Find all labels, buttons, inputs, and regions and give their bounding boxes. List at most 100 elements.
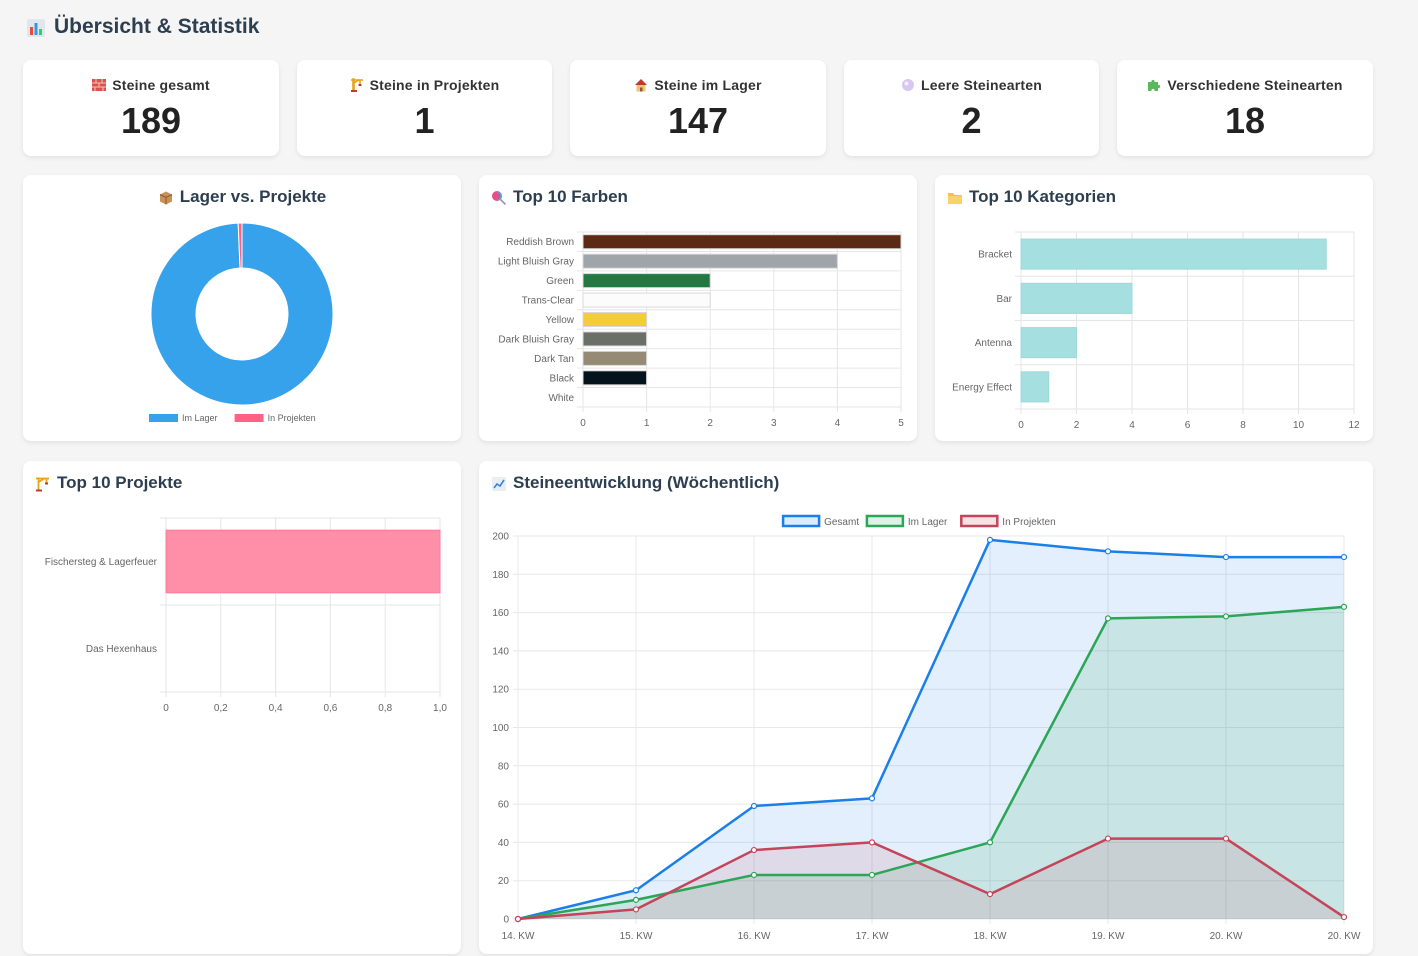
bar bbox=[1020, 238, 1327, 270]
empty-circle-icon bbox=[901, 78, 915, 92]
legend-label: In Projekten bbox=[268, 413, 316, 423]
data-point bbox=[1340, 553, 1348, 561]
entwicklung-line-chart: 0 20 40 60 80 100 120 140 160 180 200 14. KW 15. KW 1… bbox=[492, 514, 1361, 942]
stat-card-total: Steine gesamt 189 bbox=[23, 60, 279, 156]
x-tick-label: 0,4 bbox=[269, 703, 283, 714]
stat-value: 189 bbox=[120, 100, 182, 141]
puzzle-icon bbox=[1147, 78, 1161, 92]
kategorien-chart-card: Top 10 Kategorien 0 2 4 6 8 10 12 Bracket Bar Ant… bbox=[935, 175, 1373, 441]
data-point bbox=[986, 891, 994, 898]
bar bbox=[582, 292, 711, 308]
house-icon bbox=[634, 78, 648, 92]
stat-card-empty: Leere Steinearten 2 bbox=[844, 60, 1099, 156]
x-tick-label: 16. KW bbox=[738, 931, 771, 942]
data-point bbox=[986, 839, 994, 846]
x-tick-label: 4 bbox=[835, 418, 841, 429]
entwicklung-chart-card: Steineentwicklung (Wöchentlich) 0 20 40 60 8… bbox=[479, 461, 1373, 954]
x-tick-label: 12 bbox=[1348, 420, 1360, 431]
y-tick-label: 140 bbox=[492, 646, 509, 657]
x-tick-label: 0,2 bbox=[214, 703, 228, 714]
lager-chart-title: Lager vs. Projekte bbox=[23, 187, 461, 207]
bar bbox=[582, 273, 711, 289]
data-point bbox=[632, 887, 640, 894]
y-tick-label: Black bbox=[550, 373, 575, 384]
x-tick-label: 1,0 bbox=[433, 703, 447, 714]
data-point bbox=[1340, 913, 1348, 921]
bar-chart-icon bbox=[26, 18, 45, 37]
x-tick-label: 17. KW bbox=[856, 931, 889, 942]
data-point bbox=[632, 906, 640, 913]
data-point bbox=[986, 536, 994, 543]
projekte-chart-title: Top 10 Projekte bbox=[35, 473, 182, 493]
bar bbox=[1020, 371, 1050, 403]
stat-label: Leere Steinearten bbox=[921, 77, 1042, 93]
page-title: Übersicht & Statistik bbox=[26, 15, 259, 39]
legend-swatch bbox=[149, 414, 178, 422]
x-tick-label: 18. KW bbox=[974, 931, 1007, 942]
y-tick-label: Bar bbox=[996, 294, 1012, 305]
series-area bbox=[518, 838, 1344, 919]
bar bbox=[582, 234, 902, 250]
stat-label: Steine gesamt bbox=[112, 77, 210, 93]
x-tick-label: 14. KW bbox=[502, 931, 535, 942]
data-point bbox=[632, 896, 640, 903]
x-tick-label: 0 bbox=[163, 703, 169, 714]
data-point bbox=[1222, 835, 1230, 842]
y-tick-label: Green bbox=[546, 276, 574, 287]
x-tick-label: 10 bbox=[1293, 420, 1305, 431]
x-tick-label: 20. KW bbox=[1210, 931, 1243, 942]
legend-label: Im Lager bbox=[182, 413, 218, 423]
y-tick-label: Dark Bluish Gray bbox=[498, 334, 574, 345]
y-tick-label: 120 bbox=[492, 685, 509, 696]
x-tick-label: 0,6 bbox=[323, 703, 337, 714]
data-point bbox=[514, 915, 522, 923]
y-tick-label: 200 bbox=[492, 532, 509, 543]
data-point bbox=[750, 871, 758, 879]
stat-value: 18 bbox=[1224, 100, 1266, 141]
y-tick-label: 40 bbox=[498, 838, 510, 849]
farben-bar-chart: 0 1 2 3 4 5 Reddish Brown Light Bluish Gray Gree… bbox=[498, 231, 904, 429]
stat-value: 2 bbox=[961, 100, 982, 141]
series-line bbox=[517, 837, 1345, 921]
y-tick-label: Trans-Clear bbox=[522, 296, 575, 307]
x-tick-label: 0 bbox=[580, 418, 586, 429]
legend-swatch bbox=[960, 514, 999, 528]
stat-label: Steine im Lager bbox=[654, 77, 762, 93]
y-tick-label: Yellow bbox=[545, 315, 574, 326]
entwicklung-chart-title: Steineentwicklung (Wöchentlich) bbox=[491, 473, 779, 493]
y-tick-label: 0 bbox=[503, 915, 509, 926]
donut-slice bbox=[150, 222, 334, 406]
y-tick-label: 80 bbox=[498, 761, 510, 772]
x-tick-label: 0,8 bbox=[378, 703, 392, 714]
package-icon bbox=[158, 190, 172, 205]
x-tick-label: 1 bbox=[644, 418, 650, 429]
crane-icon bbox=[35, 476, 49, 492]
series-line bbox=[517, 605, 1345, 921]
stat-value: 147 bbox=[667, 100, 729, 141]
brick-icon bbox=[92, 78, 107, 92]
legend-label: Gesamt bbox=[824, 517, 859, 528]
stat-label: Steine in Projekten bbox=[369, 77, 500, 93]
projekte-chart-card: Top 10 Projekte 0 0,2 0,4 0,6 0,8 1,0 Fischers… bbox=[23, 461, 461, 954]
y-tick-label: Bracket bbox=[978, 250, 1012, 261]
y-tick-label: White bbox=[548, 393, 574, 404]
lollipop-icon bbox=[491, 190, 507, 206]
legend-swatch bbox=[865, 514, 905, 528]
legend-swatch bbox=[234, 414, 264, 422]
x-tick-label: 0 bbox=[1018, 420, 1024, 431]
bar bbox=[582, 312, 648, 327]
page-title-text: Übersicht & Statistik bbox=[54, 15, 260, 38]
legend-swatch bbox=[781, 514, 821, 528]
donut-slice bbox=[237, 222, 243, 269]
folder-icon bbox=[947, 190, 962, 204]
y-tick-label: 60 bbox=[498, 800, 510, 811]
lager-donut-chart: Im Lager In Projekten bbox=[149, 222, 334, 423]
y-tick-label: Light Bluish Gray bbox=[498, 257, 574, 268]
legend-label: In Projekten bbox=[1002, 517, 1055, 528]
bar bbox=[1020, 282, 1133, 314]
y-tick-label: Reddish Brown bbox=[506, 237, 574, 248]
farben-chart-title: Top 10 Farben bbox=[491, 187, 628, 207]
line-chart-icon bbox=[491, 476, 506, 491]
y-tick-label: Antenna bbox=[975, 338, 1013, 349]
data-point bbox=[1104, 548, 1112, 555]
